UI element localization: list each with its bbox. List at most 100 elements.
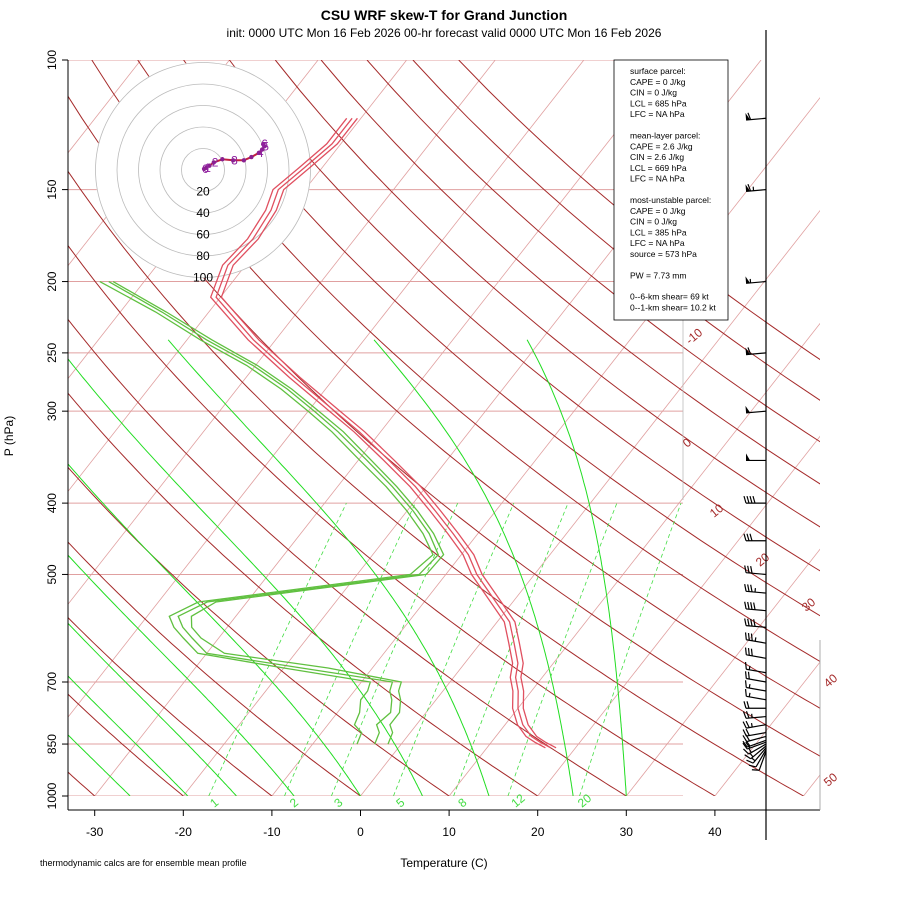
parcel-info-line: 0--6-km shear= 69 kt (630, 292, 709, 302)
wind-barb-full (742, 735, 748, 742)
wind-barb-full (744, 601, 747, 610)
dry-adiabat-label: 10 (707, 501, 726, 521)
wind-barb-full (746, 759, 754, 764)
wind-barb-full (743, 701, 747, 709)
isotherm-line (360, 210, 820, 796)
hodograph-point (259, 147, 265, 152)
wind-barb-shaft (758, 751, 767, 771)
temperature-tick-label: 10 (442, 825, 456, 839)
isotherm-line (68, 60, 585, 718)
wind-barb-full (750, 602, 753, 610)
wind-barb-full (753, 602, 756, 610)
dry-adiabat-label: 50 (821, 770, 840, 790)
wind-barb-full (745, 741, 751, 749)
isotherm-line (803, 774, 820, 796)
wind-barb (745, 112, 767, 121)
wind-barb-full (744, 680, 747, 688)
dry-adiabat-line (91, 60, 820, 709)
wind-barb (751, 751, 767, 771)
moist-adiabat-line (526, 339, 627, 796)
dry-adiabat-line (366, 60, 820, 443)
hodograph-height-label: 3 (231, 153, 238, 167)
dry-adiabat-line (274, 60, 820, 528)
moist-adiabat-line (68, 734, 131, 796)
wind-barb-shaft (746, 654, 767, 659)
wind-barb-flag (745, 113, 751, 121)
wind-barb-full (742, 711, 747, 719)
mixing-ratio-line (208, 502, 347, 796)
mixing-ratio-line (284, 502, 416, 796)
wind-barb (744, 618, 767, 628)
wind-barb-half (750, 723, 753, 728)
moist-adiabat-line (68, 463, 361, 796)
wind-barb-full (752, 495, 756, 504)
wind-barb-half (751, 757, 756, 762)
hodograph-height-label: 0 (202, 162, 209, 176)
mixing-ratio-line (507, 502, 618, 796)
parcel-info-line: CIN = 2.6 J/kg (630, 152, 684, 162)
temperature-profile-line (209, 117, 546, 749)
wind-barb-full (750, 618, 753, 627)
wind-barb-full (745, 728, 750, 736)
isotherm-line (625, 548, 820, 796)
temperature-tick-label: 0 (357, 825, 364, 839)
hodograph: 20 40 60 80 100 01 2 3 456 (95, 62, 311, 285)
parcel-info-frame (613, 59, 729, 321)
wind-barb-full (745, 720, 750, 728)
temperature-profile-line (215, 117, 552, 749)
parcel-info-line: CAPE = 0 J/kg (630, 206, 686, 216)
wind-barb-full (742, 729, 747, 737)
x-axis-label: Temperature (C) (400, 856, 487, 870)
dry-adiabat-label: 20 (753, 550, 772, 570)
dry-adiabat-label: 30 (799, 595, 818, 615)
wind-barb-full (744, 688, 747, 697)
wind-barb-full (751, 769, 760, 771)
isotherm-line (714, 661, 820, 796)
parcel-info-line: most-unstable parcel: (630, 195, 711, 205)
hodograph-point (230, 158, 236, 163)
wind-barb-shaft (746, 724, 767, 729)
wind-barb-shaft (746, 608, 767, 612)
wind-barb-full (742, 740, 748, 748)
pressure-tick-label: 250 (45, 343, 59, 363)
hodograph-ring (181, 148, 225, 192)
hodograph-ring-label: 40 (196, 206, 210, 220)
temperature-tick-label: -10 (263, 825, 281, 839)
isotherm-line (68, 60, 407, 493)
parcel-info-line: CAPE = 2.6 J/kg (630, 141, 693, 151)
pressure-tick-label: 500 (45, 564, 59, 584)
wind-barb-full (747, 648, 750, 656)
isotherm-line (271, 97, 820, 796)
wind-barb-flag (745, 184, 751, 192)
wind-barb-shaft (752, 747, 767, 764)
hodograph-height-label: 1 (204, 161, 211, 175)
wind-barb-shaft (746, 572, 767, 576)
temperature-tick-label: 20 (531, 825, 545, 839)
moist-adiabat-line (68, 622, 237, 796)
dry-adiabat-line (229, 60, 820, 572)
wind-barb-full (747, 618, 750, 626)
wind-barb-full (747, 632, 750, 641)
parcel-info-line: LFC = NA hPa (630, 109, 685, 119)
wind-barb-full (747, 601, 750, 610)
mixing-ratio-label: 1 (207, 795, 221, 810)
hodograph-ring (116, 83, 290, 257)
dry-adiabat-line (68, 693, 184, 796)
parcel-info-line: LFC = NA hPa (630, 174, 685, 184)
dry-adiabat-line (68, 541, 361, 796)
wind-barb-shaft (747, 741, 767, 750)
mixing-ratio-label: 2 (287, 795, 301, 810)
hodograph-ring (159, 126, 247, 214)
wind-barb-full (747, 347, 752, 355)
dewpoint-profile-line (112, 281, 445, 745)
wind-barb-full (744, 632, 747, 640)
wind-barb-half (748, 665, 751, 670)
parcel-info-line: 0--1-km shear= 10.2 kt (630, 302, 716, 312)
wind-barb-flag (745, 276, 751, 284)
wind-barb (743, 743, 767, 755)
isotherm-line (94, 60, 673, 796)
dry-adiabat-line (458, 60, 820, 361)
wind-barb-shaft (746, 639, 767, 644)
wind-barb-full (750, 648, 753, 656)
wind-barb-shaft (755, 749, 767, 768)
